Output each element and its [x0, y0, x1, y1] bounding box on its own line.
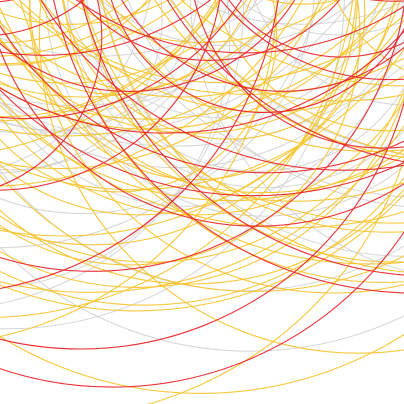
yellow-arc — [0, 0, 357, 246]
yellow-arc — [38, 0, 404, 224]
yellow-arc — [19, 0, 404, 265]
yellow-arc — [0, 333, 404, 394]
red-arc — [0, 100, 404, 350]
gray-arc — [0, 0, 404, 207]
yellow-arc — [61, 0, 395, 140]
yellow-arc — [0, 0, 388, 130]
yellow-arc — [63, 0, 404, 283]
red-arc — [0, 88, 404, 197]
red-arc — [0, 30, 404, 134]
yellow-arc — [29, 0, 366, 181]
yellow-arc — [266, 0, 339, 5]
yellow-arc — [0, 124, 404, 293]
yellow-arc — [0, 0, 217, 118]
yellow-arc — [0, 0, 149, 66]
yellow-arc — [0, 0, 322, 170]
yellow-arc — [0, 188, 404, 285]
red-arc — [368, 0, 404, 2]
red-arc — [0, 24, 404, 174]
red-arc — [75, 0, 404, 54]
yellow-arc — [0, 0, 401, 237]
gray-arc — [0, 246, 404, 352]
gray-arc — [67, 0, 404, 189]
red-arc — [110, 0, 404, 114]
yellow-arc — [0, 0, 248, 84]
gray-arc — [100, 0, 356, 47]
red-arc — [228, 0, 404, 58]
yellow-arc — [29, 0, 404, 294]
gray-arc — [0, 0, 345, 330]
yellow-arc — [0, 89, 404, 263]
yellow-arc — [0, 18, 404, 134]
red-arc — [0, 230, 404, 388]
yellow-arc — [0, 98, 404, 216]
yellow-arc — [0, 0, 278, 193]
gray-arc — [45, 0, 404, 217]
red-arc — [194, 0, 404, 149]
yellow-arc — [0, 0, 252, 95]
yellow-arc — [0, 96, 404, 229]
yellow-arc — [0, 95, 404, 288]
red-arc — [0, 48, 404, 227]
yellow-arc — [105, 0, 404, 102]
gray-arc — [0, 169, 404, 292]
red-arc — [79, 0, 341, 61]
gray-arc — [86, 0, 404, 172]
red-arc — [0, 0, 211, 56]
yellow-arc — [0, 0, 361, 266]
yellow-arc — [0, 104, 404, 202]
yellow-arc — [0, 0, 170, 25]
yellow-arc — [38, 0, 404, 354]
red-arc — [0, 0, 243, 119]
red-arc — [220, 0, 404, 81]
gray-arc — [0, 0, 163, 171]
yellow-arc — [66, 0, 339, 43]
yellow-arc — [82, 0, 404, 233]
gray-arc — [0, 0, 289, 113]
red-arcs-layer — [0, 0, 404, 388]
gray-arc — [239, 0, 404, 36]
red-arc — [40, 0, 404, 171]
red-arc — [0, 3, 404, 272]
red-arc — [121, 0, 404, 92]
gray-arc — [0, 0, 315, 214]
red-arc — [0, 0, 103, 187]
yellow-arc — [0, 193, 404, 312]
yellow-arc — [0, 0, 384, 98]
yellow-arc — [0, 0, 327, 137]
yellow-arc — [18, 0, 404, 84]
gray-arc — [0, 64, 404, 147]
yellow-arc — [0, 0, 293, 98]
yellow-arc — [0, 0, 358, 216]
yellow-arc — [0, 6, 404, 202]
yellow-arc — [0, 176, 404, 306]
gray-arc — [193, 0, 404, 25]
yellow-arc — [82, 0, 404, 263]
yellow-arc — [0, 48, 404, 191]
red-arc — [0, 0, 296, 92]
